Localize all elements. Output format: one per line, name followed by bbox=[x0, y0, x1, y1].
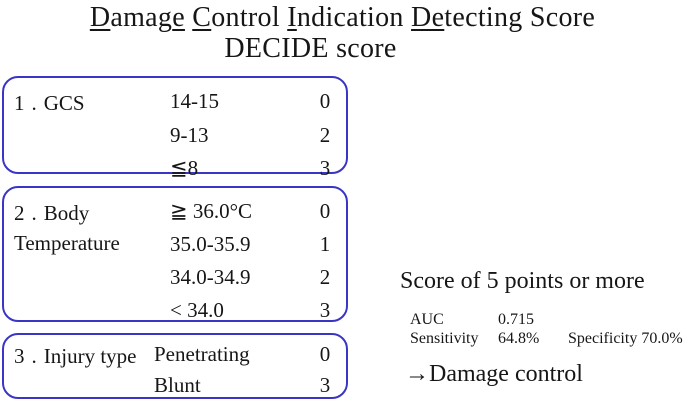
title-segment: ndication bbox=[296, 2, 412, 33]
points-cell: 0 bbox=[319, 342, 331, 366]
points-cell: 3 bbox=[319, 373, 331, 397]
title-segment: tecting Score bbox=[444, 2, 596, 33]
title-segment: amag bbox=[110, 2, 173, 33]
interpretation-action: →Damage control bbox=[405, 361, 583, 387]
points-cell: 3 bbox=[319, 156, 331, 180]
table-row: Penetrating 0 bbox=[4, 341, 346, 371]
stats-spacer bbox=[568, 310, 683, 329]
table-row: ≦8 3 bbox=[4, 155, 346, 185]
box-name: Body Temperature bbox=[14, 201, 120, 255]
score-box-body-temperature: 2.Body Temperature ≧ 36.0°C 0 35.0-35.9 … bbox=[2, 186, 348, 322]
title-segment: D bbox=[89, 2, 111, 33]
points-cell: 2 bbox=[319, 123, 331, 147]
criterion-cell: 14-15 bbox=[170, 89, 219, 113]
points-cell: 2 bbox=[319, 265, 331, 289]
points-cell: 0 bbox=[319, 89, 331, 113]
table-row: 34.0-34.9 2 bbox=[4, 264, 346, 294]
title-segment: I bbox=[287, 2, 297, 33]
title-segment: ontrol bbox=[211, 2, 288, 33]
sensitivity-label: Sensitivity bbox=[410, 330, 479, 347]
criterion-cell: < 34.0 bbox=[170, 298, 224, 322]
auc-label: AUC bbox=[410, 311, 444, 328]
table-row: 9-13 2 bbox=[4, 122, 346, 152]
specificity-value: Specificity 70.0% bbox=[568, 330, 683, 347]
table-row: 14-15 0 bbox=[4, 88, 346, 118]
score-box-injury-type: 3.Injury type Penetrating 0 Blunt 3 bbox=[2, 333, 348, 399]
points-cell: 1 bbox=[319, 232, 331, 256]
criterion-cell: Blunt bbox=[154, 373, 201, 397]
sensitivity-value: 64.8% bbox=[498, 330, 540, 347]
table-row: < 34.0 3 bbox=[4, 297, 346, 327]
statistics-block: AUC 0.715 Sensitivity 64.8% Specificity … bbox=[410, 310, 683, 348]
criterion-cell: ≦8 bbox=[170, 156, 199, 180]
criterion-cell: 34.0-34.9 bbox=[170, 265, 251, 289]
score-box-gcs: 1.GCS 14-15 0 9-13 2 ≦8 3 bbox=[2, 76, 348, 180]
title-segment: C bbox=[192, 2, 212, 33]
box-label: 1.GCS bbox=[14, 88, 85, 118]
criterion-cell: 9-13 bbox=[170, 123, 209, 147]
criterion-cell: Penetrating bbox=[154, 342, 250, 366]
title-segment: e bbox=[172, 2, 185, 33]
points-cell: 3 bbox=[319, 298, 331, 322]
interpretation-threshold: Score of 5 points or more bbox=[400, 268, 645, 294]
table-row: ≧ 36.0°C 0 bbox=[4, 198, 346, 228]
page-title: Damage Control Indication Detecting Scor… bbox=[0, 2, 685, 34]
criterion-cell: 35.0-35.9 bbox=[170, 232, 251, 256]
table-row: 35.0-35.9 1 bbox=[4, 231, 346, 261]
points-cell: 0 bbox=[319, 199, 331, 223]
box-number: 1. bbox=[14, 91, 44, 115]
table-row: Blunt 3 bbox=[4, 372, 346, 402]
box-label: 3.Injury type bbox=[14, 341, 136, 371]
box-label: 2.Body Temperature bbox=[14, 198, 134, 258]
page-subtitle: DECIDE score bbox=[224, 33, 397, 64]
auc-value: 0.715 bbox=[498, 311, 534, 328]
interpretation-note: Score of 5 points or more →Damage contro… bbox=[400, 204, 645, 402]
box-name: Injury type bbox=[43, 344, 137, 368]
box-number: 2. bbox=[14, 201, 44, 225]
box-name: GCS bbox=[43, 91, 85, 115]
title-segment: De bbox=[411, 2, 445, 33]
criterion-cell: ≧ 36.0°C bbox=[170, 199, 253, 223]
box-number: 3. bbox=[14, 344, 44, 368]
